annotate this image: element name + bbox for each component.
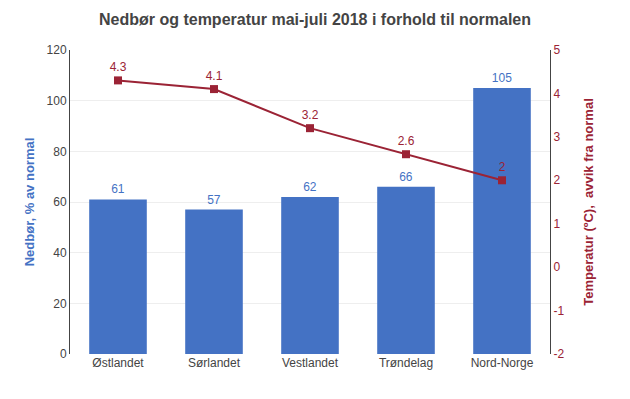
svg-text:66: 66 — [399, 170, 413, 184]
svg-text:4.3: 4.3 — [110, 60, 127, 74]
svg-text:40: 40 — [53, 246, 67, 260]
svg-text:105: 105 — [492, 71, 512, 85]
svg-text:Sørlandet: Sørlandet — [188, 356, 241, 370]
svg-text:120: 120 — [47, 43, 67, 57]
svg-text:Nedbør og temperatur mai-juli: Nedbør og temperatur mai-juli 2018 i for… — [99, 11, 531, 28]
svg-text:5: 5 — [553, 43, 560, 57]
svg-text:1: 1 — [553, 217, 560, 231]
svg-text:4.1: 4.1 — [206, 69, 223, 83]
svg-text:57: 57 — [207, 193, 221, 207]
svg-text:4: 4 — [553, 87, 560, 101]
svg-text:2: 2 — [499, 160, 506, 174]
svg-text:80: 80 — [53, 145, 67, 159]
svg-text:2.6: 2.6 — [398, 134, 415, 148]
svg-text:20: 20 — [53, 297, 67, 311]
svg-text:62: 62 — [303, 180, 317, 194]
svg-text:2: 2 — [553, 173, 560, 187]
svg-text:-2: -2 — [553, 347, 564, 361]
svg-text:Trøndelag: Trøndelag — [379, 356, 433, 370]
svg-text:3: 3 — [553, 130, 560, 144]
svg-text:60: 60 — [53, 195, 67, 209]
svg-text:61: 61 — [111, 182, 125, 196]
svg-text:Temperatur (ºC), avvik fra no: Temperatur (ºC), avvik fra normal — [581, 98, 596, 306]
svg-text:Nord-Norge: Nord-Norge — [471, 356, 534, 370]
svg-text:-1: -1 — [553, 304, 564, 318]
svg-text:100: 100 — [47, 94, 67, 108]
svg-text:3.2: 3.2 — [302, 108, 319, 122]
svg-text:0: 0 — [60, 347, 67, 361]
svg-text:Vestlandet: Vestlandet — [282, 356, 339, 370]
svg-text:Nedbør, % av normal: Nedbør, % av normal — [22, 138, 37, 267]
svg-text:0: 0 — [553, 260, 560, 274]
svg-text:Østlandet: Østlandet — [92, 356, 144, 370]
